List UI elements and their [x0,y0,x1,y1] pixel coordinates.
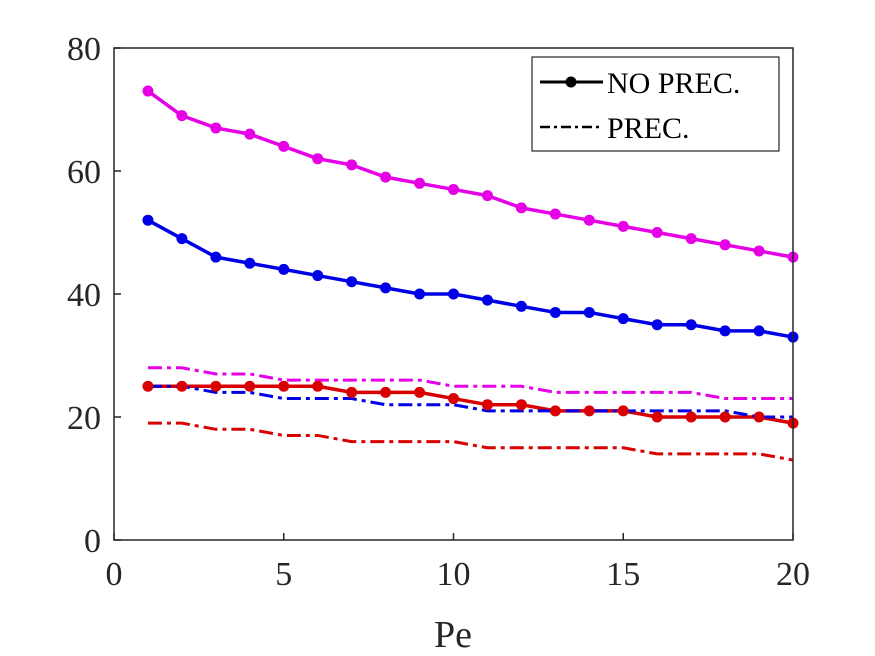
data-point [719,325,731,337]
data-point [448,393,459,405]
data-point [244,380,256,392]
data-point [244,257,256,269]
data-point [549,208,561,220]
data-point [651,411,663,423]
y-tick-label: 40 [67,277,101,314]
data-point [346,386,358,398]
series-line-5 [147,421,794,462]
series-line-3 [147,366,793,401]
x-tick-label: 5 [275,556,292,593]
data-point [481,190,493,202]
series-line-0 [146,89,794,259]
data-point [583,405,595,417]
data-point [414,177,426,189]
data-point [651,319,663,331]
data-point [380,386,392,398]
data-point [176,110,188,122]
x-axis-label: Pe [434,614,472,656]
y-tick-label: 0 [84,523,101,560]
data-point [210,380,222,392]
data-point [583,306,595,318]
data-point [176,233,188,245]
data-point [719,411,731,423]
y-tick-label: 60 [67,154,101,191]
data-point [414,386,426,398]
series-lines [146,89,794,462]
data-point [278,380,290,392]
data-point [380,171,392,183]
data-point [312,270,324,282]
x-tick-label: 0 [106,556,123,593]
data-point [515,202,527,214]
x-tick-label: 10 [437,556,471,593]
data-point [142,380,154,392]
data-point [142,85,154,97]
data-point [380,282,392,294]
y-tick-label: 80 [67,31,101,68]
legend-marker-no-prec [565,76,577,88]
data-point [414,288,426,300]
data-point [753,325,765,337]
data-point [346,276,358,288]
data-point [515,399,527,411]
data-point [448,288,459,300]
data-point [549,405,561,417]
data-point [278,140,290,152]
data-point [210,122,222,134]
data-point [753,411,765,423]
data-point [685,411,697,423]
data-point [481,399,493,411]
legend-label-prec: PREC. [607,112,690,145]
data-point [617,220,629,232]
y-axis-ticks: 0 20 40 60 80 [67,31,121,560]
data-point [448,183,459,195]
data-point [515,300,527,312]
data-point [583,214,595,226]
data-point [719,239,731,251]
series-line-4 [147,384,793,419]
data-point [617,405,629,417]
legend-label-no-prec: NO PREC. [607,67,740,100]
data-point [346,159,358,171]
series-line-1 [147,218,794,339]
data-point [549,306,561,318]
x-tick-label: 20 [776,556,810,593]
data-point [617,313,629,325]
data-point [312,380,324,392]
data-point [651,227,663,238]
data-point [176,380,188,392]
data-point [753,245,765,257]
x-axis-ticks: 0 5 10 15 20 [106,533,810,593]
data-point [312,153,324,165]
data-point [481,294,493,306]
data-point [244,128,256,140]
series-line-2 [147,384,794,425]
x-tick-label: 15 [606,556,640,593]
data-point [685,319,697,331]
data-point [278,263,290,275]
data-point [210,251,222,263]
legend: NO PREC. PREC. [531,56,780,152]
legend-box [531,56,780,152]
data-point [685,233,697,245]
y-tick-label: 20 [67,400,101,437]
data-point [142,214,154,226]
